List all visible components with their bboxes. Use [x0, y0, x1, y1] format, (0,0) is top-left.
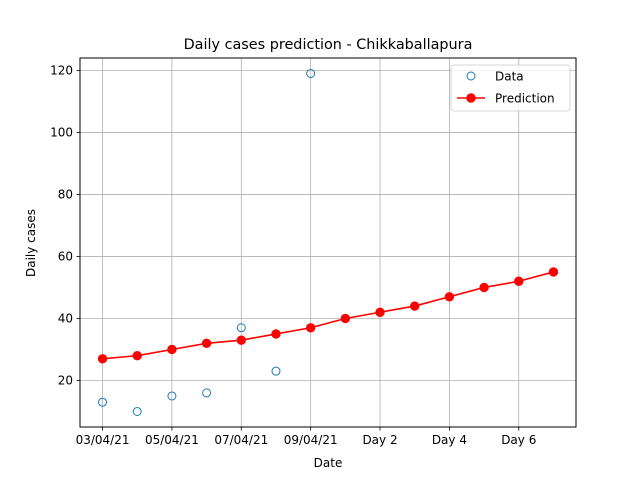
axes: 03/04/21 05/04/21 07/04/21 09/04/21 Day 2 Day… — [50, 63, 536, 447]
plot-frame — [79, 57, 577, 428]
data-point — [202, 388, 212, 398]
prediction-point — [375, 307, 385, 317]
y-tick-label: 100 — [50, 125, 73, 139]
x-tick-label: Day 4 — [432, 433, 467, 447]
legend-label: Data — [495, 70, 524, 84]
prediction-point — [410, 301, 420, 311]
chart-title: Daily cases prediction - Chikkaballapura — [184, 37, 473, 53]
y-tick-label: 40 — [58, 311, 73, 325]
grid — [80, 58, 576, 427]
data-point — [236, 323, 246, 333]
data-point — [132, 406, 142, 416]
y-tick-label: 120 — [50, 63, 73, 77]
x-tick-label: 09/04/21 — [284, 433, 338, 447]
legend-marker-prediction — [466, 93, 476, 103]
y-tick-label: 80 — [58, 187, 73, 201]
legend: Data Prediction — [450, 64, 571, 112]
prediction-point — [132, 350, 142, 361]
prediction-point — [271, 329, 281, 339]
data-point — [306, 69, 316, 79]
prediction-point — [236, 335, 246, 345]
prediction-point — [479, 282, 489, 293]
legend-label: Prediction — [495, 92, 555, 106]
y-tick-label: 60 — [58, 249, 73, 263]
plot-area — [80, 58, 576, 427]
y-axis-label: Daily cases — [24, 209, 38, 277]
legend-box — [450, 64, 571, 112]
prediction-point — [97, 354, 108, 364]
data-point — [271, 366, 281, 376]
prediction-line — [102, 271, 554, 360]
data-point — [98, 397, 108, 407]
legend-marker-data — [466, 71, 476, 81]
prediction-point — [548, 267, 559, 277]
prediction-point — [167, 344, 177, 355]
x-tick-label: 05/04/21 — [145, 433, 199, 447]
prediction-point — [305, 323, 316, 333]
x-tick-label: 07/04/21 — [214, 433, 268, 447]
prediction-point — [340, 313, 351, 324]
data-point — [167, 391, 177, 401]
prediction-point — [201, 338, 212, 348]
x-tick-label: 03/04/21 — [76, 433, 130, 447]
series-layer — [97, 69, 559, 416]
x-tick-label: Day 2 — [362, 433, 397, 447]
y-tick-label: 20 — [58, 373, 73, 387]
prediction-point — [444, 292, 455, 302]
x-axis-label: Date — [314, 456, 343, 470]
prediction-point — [514, 276, 524, 286]
x-tick-label: Day 6 — [501, 433, 536, 447]
